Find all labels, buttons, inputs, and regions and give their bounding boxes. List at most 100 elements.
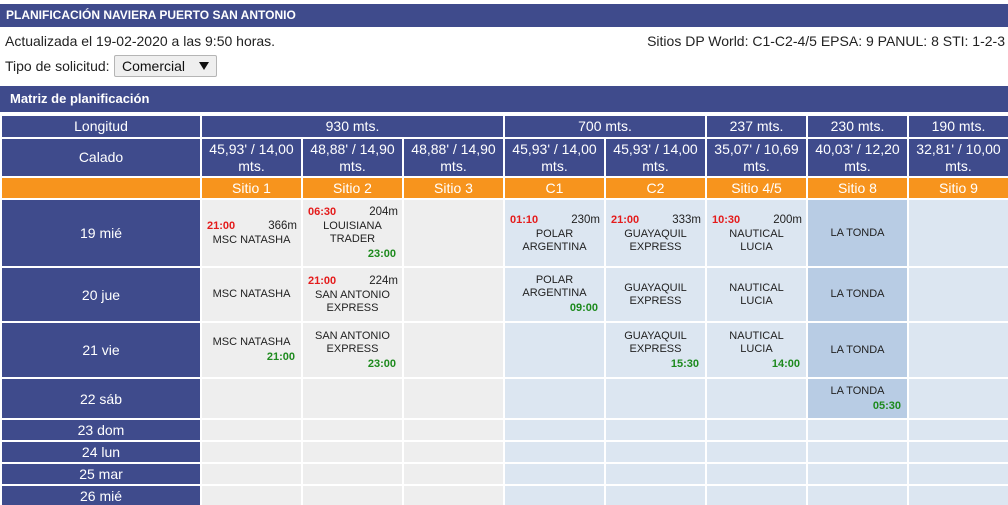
empty-slot [404, 323, 503, 377]
vessel-name: SAN ANTONIO EXPRESS [315, 289, 390, 314]
vessel-name: MSC NATASHA [212, 234, 291, 246]
vessel-slot[interactable]: NAUTICAL LUCIA 14:00 [707, 323, 806, 377]
request-type-label: Tipo de solicitud: [5, 58, 110, 74]
empty-slot [404, 268, 503, 321]
day-label: 22 sáb [2, 379, 200, 418]
empty-slot [707, 442, 806, 462]
vessel-slot[interactable]: 21:00 333m GUAYAQUIL EXPRESS [606, 200, 705, 266]
draft-value: 40,03' / 12,20 mts. [808, 139, 907, 176]
arrival-row: 21:00 333m [606, 213, 705, 228]
vessel-name: SAN ANTONIO EXPRESS [315, 329, 390, 355]
empty-slot [606, 379, 705, 418]
site-header: Sitio 8 [808, 178, 907, 198]
draft-value: 45,93' / 14,00 mts. [606, 139, 705, 176]
vessel-name: POLAR ARGENTINA [522, 227, 587, 253]
site-header-corner [2, 178, 200, 198]
arrival-time: 21:00 [611, 213, 640, 226]
day-label: 25 mar [2, 464, 200, 484]
vessel-slot[interactable]: SAN ANTONIO EXPRESS 23:00 [303, 323, 402, 377]
request-type-select[interactable]: Comercial [114, 55, 217, 77]
length-value: 930 mts. [202, 116, 503, 137]
vessel-slot[interactable]: GUAYAQUIL EXPRESS [606, 268, 705, 321]
empty-slot [404, 379, 503, 418]
empty-slot [909, 379, 1008, 418]
vessel-slot[interactable]: 10:30 200m NAUTICAL LUCIA [707, 200, 806, 266]
draft-value: 35,07' / 10,69 mts. [707, 139, 806, 176]
length-value: 230 mts. [808, 116, 907, 137]
vessel-slot[interactable]: GUAYAQUIL EXPRESS 15:30 [606, 323, 705, 377]
vessel-slot[interactable]: LA TONDA [808, 323, 907, 377]
vessel-slot[interactable]: MSC NATASHA [202, 268, 301, 321]
vessel-slot[interactable]: 21:00 224m SAN ANTONIO EXPRESS [303, 268, 402, 321]
day-label: 20 jue [2, 268, 200, 321]
empty-slot [202, 464, 301, 484]
empty-slot [202, 379, 301, 418]
empty-slot [404, 442, 503, 462]
empty-slot [303, 379, 402, 418]
vessel-name: NAUTICAL LUCIA [729, 281, 784, 307]
vessel-length: 200m [773, 213, 802, 226]
length-label: Longitud [2, 116, 200, 137]
empty-slot [909, 420, 1008, 440]
departure-time: 23:00 [367, 248, 396, 260]
empty-slot [707, 486, 806, 505]
vessel-slot[interactable]: NAUTICAL LUCIA [707, 268, 806, 321]
matrix-section-bar: Matriz de planificación [0, 86, 1008, 112]
vessel-name: LA TONDA [830, 343, 885, 356]
vessel-slot[interactable]: 06:30 204m LOUISIANA TRADER 23:00 [303, 200, 402, 266]
draft-value: 32,81' / 10,00 mts. [909, 139, 1008, 176]
vessel-slot[interactable]: MSC NATASHA 21:00 [202, 323, 301, 377]
vessel-slot[interactable]: POLAR ARGENTINA 09:00 [505, 268, 604, 321]
arrival-row: 21:00 224m [303, 274, 402, 289]
arrival-time: 01:10 [510, 213, 539, 226]
empty-slot [404, 486, 503, 505]
empty-slot [707, 379, 806, 418]
empty-slot [909, 268, 1008, 321]
day-label: 26 mié [2, 486, 200, 505]
vessel-slot[interactable]: LA TONDA [808, 200, 907, 266]
arrival-time: 10:30 [712, 213, 741, 226]
vessel-slot[interactable]: LA TONDA [808, 268, 907, 321]
empty-slot [606, 442, 705, 462]
arrival-row: 06:30 204m [303, 205, 402, 220]
site-header: Sitio 4/5 [707, 178, 806, 198]
empty-slot [909, 200, 1008, 266]
vessel-slot[interactable]: 01:10 230m POLAR ARGENTINA [505, 200, 604, 266]
empty-slot [404, 464, 503, 484]
matrix-title: Matriz de planificación [10, 91, 150, 106]
vessel-length: 366m [268, 220, 297, 232]
departure-time: 15:30 [670, 357, 699, 370]
planning-matrix: Longitud 930 mts. 700 mts. 237 mts. 230 … [2, 116, 1008, 505]
empty-slot [202, 420, 301, 440]
arrival-row: 01:10 230m [505, 213, 604, 228]
departure-time: 21:00 [266, 351, 295, 363]
empty-slot [808, 442, 907, 462]
arrival-row: 21:00 366m [202, 219, 301, 234]
last-updated: Actualizada el 19-02-2020 a las 9:50 hor… [5, 33, 276, 49]
site-header: Sitio 9 [909, 178, 1008, 198]
vessel-name: POLAR ARGENTINA [522, 274, 587, 299]
empty-slot [505, 323, 604, 377]
empty-slot [303, 486, 402, 505]
empty-slot [909, 442, 1008, 462]
empty-slot [909, 323, 1008, 377]
request-type-value: Comercial [122, 58, 186, 74]
vessel-name: GUAYAQUIL EXPRESS [624, 329, 687, 355]
site-header: Sitio 1 [202, 178, 301, 198]
empty-slot [505, 420, 604, 440]
vessel-slot[interactable]: LA TONDA 05:30 [808, 379, 907, 418]
vessel-length: 224m [369, 275, 398, 287]
departure-time: 05:30 [872, 399, 901, 412]
day-label: 24 lun [2, 442, 200, 462]
draft-label: Calado [2, 139, 200, 176]
day-label: 21 vie [2, 323, 200, 377]
empty-slot [202, 442, 301, 462]
vessel-name: LA TONDA [830, 288, 885, 300]
vessel-slot[interactable]: 21:00 366m MSC NATASHA [202, 200, 301, 266]
draft-value: 48,88' / 14,90 mts. [404, 139, 503, 176]
site-header: Sitio 3 [404, 178, 503, 198]
empty-slot [808, 464, 907, 484]
empty-slot [505, 464, 604, 484]
empty-slot [505, 486, 604, 505]
sites-info: Sitios DP World: C1-C2-4/5 EPSA: 9 PANUL… [647, 33, 1005, 49]
